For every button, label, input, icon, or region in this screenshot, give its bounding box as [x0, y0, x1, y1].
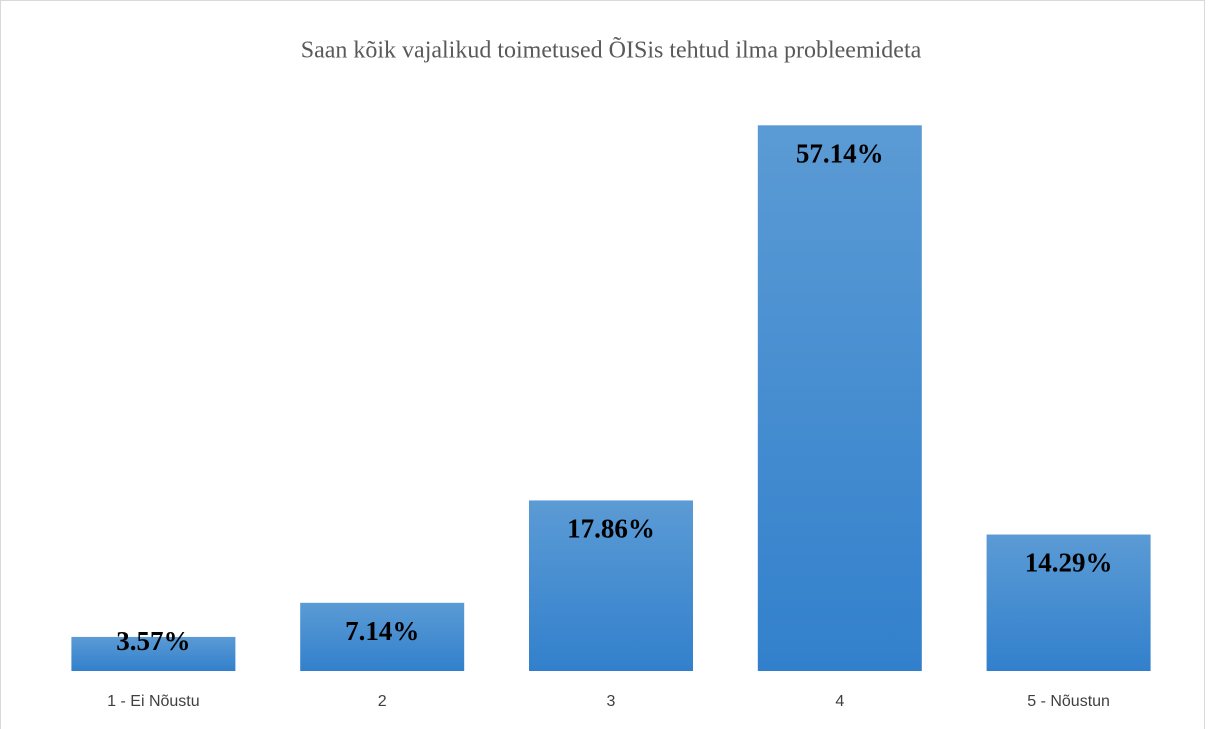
data-label: 14.29% — [1025, 548, 1113, 578]
data-label: 17.86% — [567, 514, 655, 544]
bar — [300, 602, 465, 671]
data-label: 3.57% — [116, 626, 190, 656]
x-tick-label: 3 — [607, 693, 616, 710]
bar — [71, 636, 236, 671]
bar — [757, 125, 922, 672]
bar — [986, 534, 1151, 671]
x-tick-label: 5 - Nõustun — [1027, 693, 1110, 710]
x-tick-label: 1 - Ei Nõustu — [107, 693, 199, 710]
x-tick-label: 2 — [378, 693, 387, 710]
x-tick-label: 4 — [835, 693, 844, 710]
bar — [529, 500, 693, 671]
data-label: 57.14% — [796, 139, 884, 169]
chart-title: Saan kõik vajalikud toimetused ÕISis teh… — [301, 37, 922, 64]
data-label: 7.14% — [345, 616, 419, 646]
